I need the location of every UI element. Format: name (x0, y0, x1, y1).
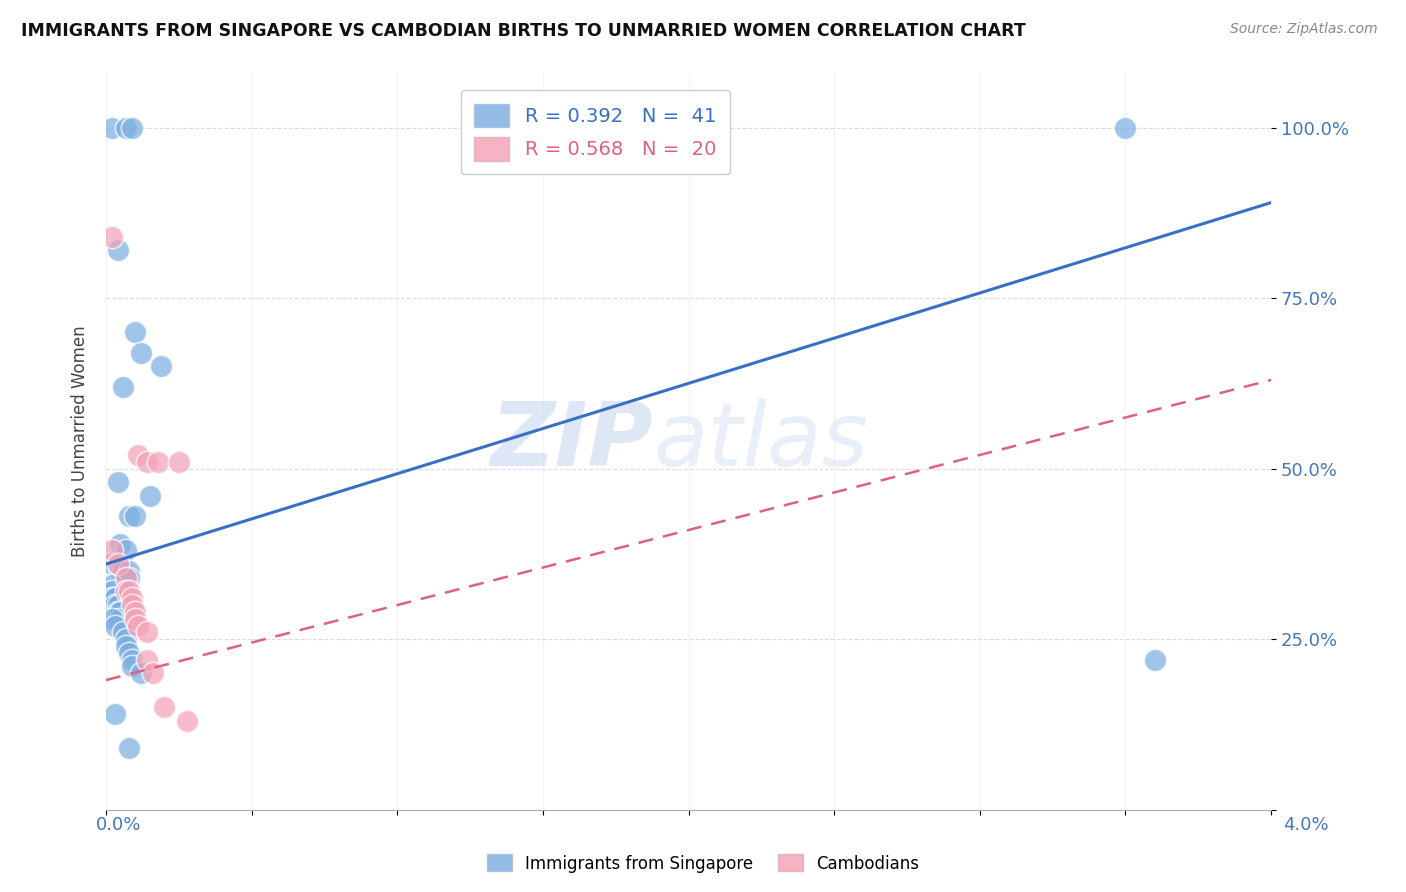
Point (115, 584, 138, 599)
Point (115, 120, 138, 135)
Text: atlas: atlas (654, 399, 869, 484)
Point (118, 571, 141, 585)
Point (1114, 120, 1136, 135)
Point (148, 455, 170, 469)
Legend: R = 0.392   N =  41, R = 0.568   N =  20: R = 0.392 N = 41, R = 0.568 N = 20 (461, 90, 730, 175)
Point (112, 380, 135, 394)
Point (107, 244, 129, 258)
Text: 0.0%: 0.0% (96, 816, 141, 834)
Point (115, 632, 138, 647)
Point (107, 605, 129, 619)
Point (138, 489, 160, 503)
Point (121, 120, 143, 135)
Point (110, 612, 132, 626)
Point (167, 455, 190, 469)
Point (153, 700, 176, 714)
Legend: Immigrants from Singapore, Cambodians: Immigrants from Singapore, Cambodians (479, 847, 927, 880)
Point (115, 639, 138, 653)
Point (100, 591, 122, 606)
Point (124, 325, 146, 339)
Point (121, 598, 143, 612)
Point (141, 666, 163, 681)
Point (100, 229, 122, 244)
Point (107, 557, 129, 571)
Point (121, 659, 143, 673)
Point (100, 543, 122, 558)
Text: Source: ZipAtlas.com: Source: ZipAtlas.com (1230, 22, 1378, 37)
Point (110, 564, 132, 578)
Point (104, 618, 127, 632)
Text: IMMIGRANTS FROM SINGAPORE VS CAMBODIAN BIRTHS TO UNMARRIED WOMEN CORRELATION CHA: IMMIGRANTS FROM SINGAPORE VS CAMBODIAN B… (21, 22, 1026, 40)
Point (129, 345, 152, 359)
Point (135, 455, 157, 469)
Point (127, 618, 149, 632)
Point (110, 605, 132, 619)
Point (124, 509, 146, 524)
Point (118, 509, 141, 524)
Point (100, 577, 122, 591)
Point (124, 605, 146, 619)
Point (115, 571, 138, 585)
Point (118, 741, 141, 756)
Point (127, 448, 149, 462)
Y-axis label: Births to Unmarried Women: Births to Unmarried Women (72, 326, 89, 558)
Point (118, 584, 141, 599)
Point (135, 625, 157, 640)
Point (107, 475, 129, 490)
Point (100, 612, 122, 626)
Point (112, 564, 135, 578)
Point (1143, 652, 1166, 666)
Point (115, 543, 138, 558)
Point (100, 557, 122, 571)
Point (124, 612, 146, 626)
Point (150, 359, 173, 374)
Text: ZIP: ZIP (491, 398, 654, 485)
Text: 4.0%: 4.0% (1284, 816, 1329, 834)
Point (110, 536, 132, 550)
Point (121, 652, 143, 666)
Point (104, 598, 127, 612)
Point (100, 584, 122, 599)
Point (118, 646, 141, 660)
Point (112, 625, 135, 640)
Point (121, 591, 143, 606)
Point (135, 652, 157, 666)
Point (176, 714, 198, 728)
Point (104, 707, 127, 722)
Point (107, 598, 129, 612)
Point (118, 564, 141, 578)
Point (104, 591, 127, 606)
Point (100, 120, 122, 135)
Point (129, 666, 152, 681)
